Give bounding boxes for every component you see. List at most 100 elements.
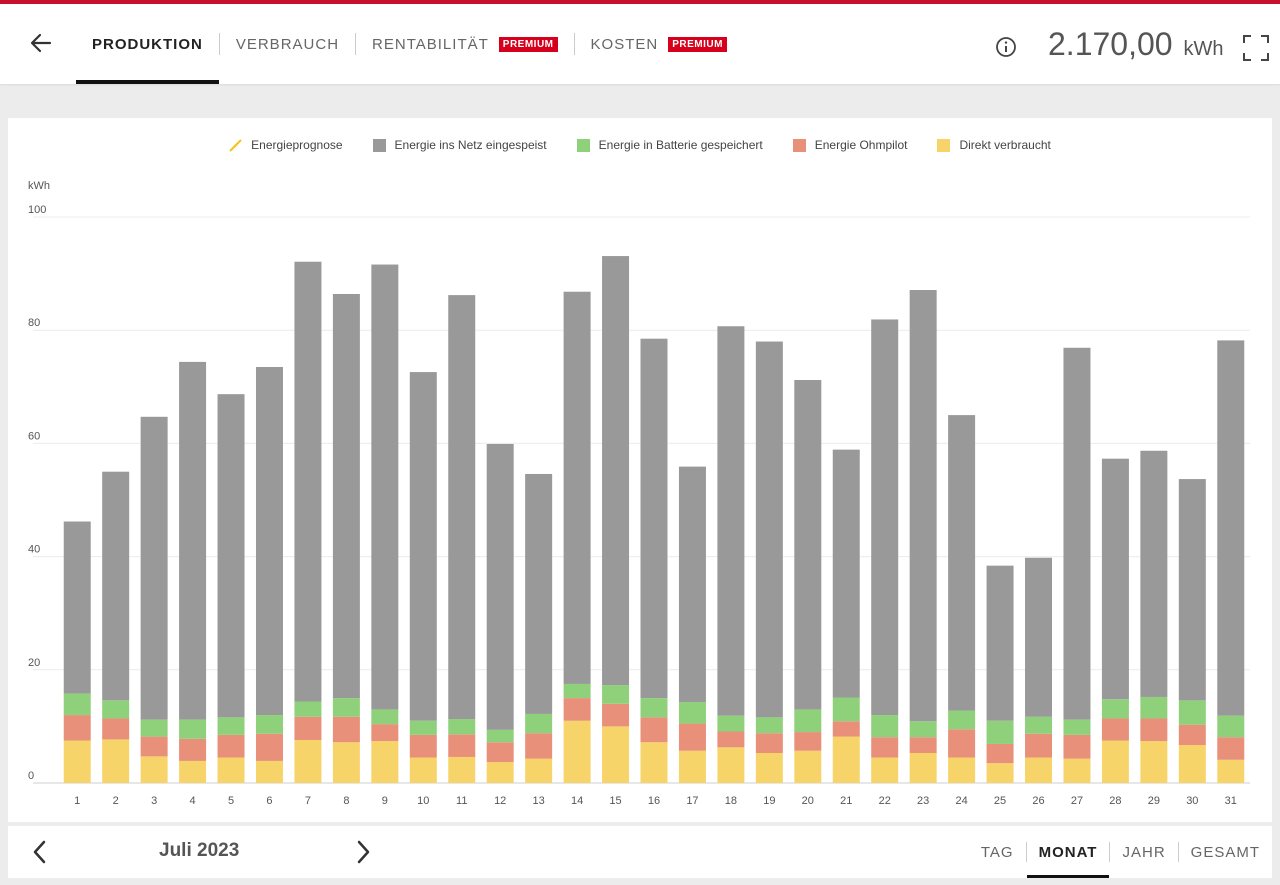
bar-segment	[640, 717, 668, 743]
tab-rentabilitaet[interactable]: RENTABILITÄT PREMIUM	[356, 4, 573, 84]
chevron-right-icon	[357, 840, 370, 864]
x-tick-label: 4	[190, 795, 196, 807]
bar-segment	[217, 734, 245, 758]
legend-swatch	[372, 138, 386, 152]
x-tick-label: 10	[417, 795, 429, 807]
bar-segment	[486, 729, 514, 743]
tab-produktion[interactable]: PRODUKTION	[76, 4, 219, 84]
top-accent-line	[0, 0, 1280, 4]
bar-segment	[332, 698, 360, 717]
x-tick-label: 5	[228, 795, 234, 807]
total-energy-unit: kWh	[1183, 38, 1224, 60]
x-tick-label: 3	[151, 795, 157, 807]
bar-segment	[871, 737, 899, 758]
bar-segment	[909, 290, 937, 722]
bar-segment	[1063, 734, 1091, 759]
bar-segment	[909, 737, 937, 753]
bar-segment	[294, 739, 322, 783]
bar-segment	[640, 742, 668, 783]
bar-segment	[717, 715, 745, 732]
period-gesamt[interactable]: GESAMT	[1179, 826, 1272, 878]
bar-segment	[255, 733, 283, 761]
bar-segment	[755, 733, 783, 753]
period-divider	[1177, 842, 1179, 862]
period-monat[interactable]: MONAT	[1026, 826, 1110, 878]
period-tag[interactable]: TAG	[969, 826, 1026, 878]
bar-segment	[794, 732, 822, 751]
bar-segment	[1178, 700, 1206, 725]
bar-segment	[217, 717, 245, 735]
back-button[interactable]	[26, 28, 56, 58]
bar-segment	[909, 753, 937, 783]
total-energy-value: 2.170,00	[1048, 26, 1173, 62]
legend-label: Energie Ohmpilot	[814, 138, 908, 152]
bar-segment	[794, 380, 822, 710]
bar-segment	[525, 758, 553, 783]
bar-segment	[1178, 479, 1206, 701]
bar-segment	[794, 750, 822, 783]
period-label: JAHR	[1122, 843, 1166, 861]
x-tick-label: 14	[571, 795, 583, 807]
bar-segment	[871, 757, 899, 783]
legend-item-grid[interactable]: Energie ins Netz eingespeist	[372, 138, 547, 152]
bar-segment	[217, 757, 245, 783]
bar-segment	[63, 521, 91, 694]
bar-segment	[102, 471, 130, 701]
legend-item-battery[interactable]: Energie in Batterie gespeichert	[576, 138, 763, 152]
bar-segment	[102, 700, 130, 719]
bar-segment	[1178, 745, 1206, 783]
bar-segment	[1101, 718, 1129, 741]
legend-swatch	[792, 138, 806, 152]
x-tick-label: 27	[1071, 795, 1083, 807]
bar-segment	[525, 473, 553, 714]
bar-segment	[486, 742, 514, 763]
info-button[interactable]	[994, 35, 1018, 59]
tab-verbrauch[interactable]: VERBRAUCH	[220, 4, 355, 84]
bar-segment	[1025, 757, 1053, 783]
bar-segment	[1063, 719, 1091, 735]
y-tick-label: 60	[28, 430, 40, 442]
bar-segment	[1101, 458, 1129, 700]
next-month-button[interactable]	[351, 838, 375, 866]
bar-segment	[1063, 758, 1091, 783]
bar-segment	[140, 736, 168, 757]
bar-segment	[140, 416, 168, 720]
period-jahr[interactable]: JAHR	[1110, 826, 1177, 878]
premium-badge: PREMIUM	[498, 36, 558, 52]
bar-segment	[179, 719, 207, 739]
x-tick-label: 6	[266, 795, 272, 807]
legend-item-ohmpilot[interactable]: Energie Ohmpilot	[792, 138, 908, 152]
bar-segment	[563, 720, 591, 783]
period-selector: TAG MONAT JAHR GESAMT	[969, 826, 1272, 878]
period-label: TAG	[980, 843, 1014, 861]
bar-segment	[640, 698, 668, 718]
bar-segment	[832, 449, 860, 698]
legend-item-direct[interactable]: Direkt verbraucht	[937, 138, 1051, 152]
bar-segment	[332, 742, 360, 783]
bar-segment	[1140, 718, 1168, 742]
x-tick-label: 16	[648, 795, 660, 807]
x-tick-label: 18	[725, 795, 737, 807]
bar-segment	[832, 721, 860, 737]
bar-segment	[678, 466, 706, 703]
bar-segment	[448, 295, 476, 720]
tab-kosten[interactable]: KOSTEN PREMIUM	[575, 4, 743, 84]
bar-segment	[948, 729, 976, 758]
bar-segment	[525, 733, 553, 759]
x-tick-label: 24	[955, 795, 967, 807]
x-tick-label: 2	[113, 795, 119, 807]
tab-produktion-label: PRODUKTION	[92, 35, 203, 53]
y-tick-label: 40	[28, 544, 40, 556]
y-tick-label: 0	[28, 770, 34, 782]
bar-segment	[409, 734, 437, 758]
bar-segment	[448, 756, 476, 783]
legend-item-forecast[interactable]: Energieprognose	[229, 138, 343, 152]
legend-label: Energie ins Netz eingespeist	[394, 138, 547, 152]
previous-month-button[interactable]	[28, 838, 52, 866]
bar-segment	[1217, 340, 1245, 716]
fullscreen-button[interactable]	[1242, 34, 1270, 62]
x-tick-label: 8	[343, 795, 349, 807]
bar-segment	[602, 726, 630, 783]
tab-rentabilitaet-label: RENTABILITÄT	[372, 35, 489, 53]
